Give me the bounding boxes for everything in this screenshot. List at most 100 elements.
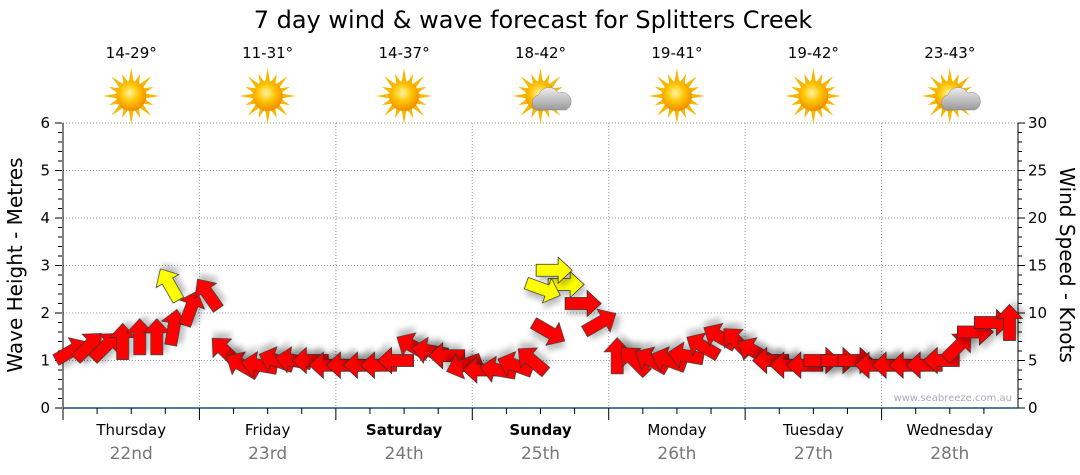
day-label: Friday — [245, 421, 291, 439]
sun-ray — [679, 107, 687, 119]
left-tick-label: 6 — [40, 114, 50, 132]
wind-arrow — [995, 303, 1024, 341]
sun-ray — [394, 107, 402, 119]
right-axis-label: Wind Speed - Knots — [1055, 167, 1079, 363]
sun-icon — [239, 68, 296, 124]
sun-ray — [412, 76, 424, 89]
sun-ray — [684, 103, 697, 116]
left-tick-label: 0 — [40, 399, 50, 417]
sun-ray — [804, 107, 811, 119]
sun-ray — [128, 109, 134, 124]
sun-disc — [116, 81, 147, 111]
sun-ray — [804, 73, 811, 85]
wind-arrow — [523, 276, 561, 304]
sun-ray — [957, 76, 970, 89]
left-tick-label: 5 — [40, 162, 50, 180]
sun-ray — [657, 76, 669, 89]
sun-ray — [654, 86, 666, 94]
sun-ray — [791, 86, 802, 94]
sun-ray — [785, 93, 800, 99]
sun-ray — [270, 73, 277, 85]
wind-arrow — [428, 341, 466, 370]
partly-cloudy-icon — [512, 68, 572, 124]
sun-ray — [684, 76, 697, 89]
sun-ray — [281, 93, 296, 99]
sun-ray — [111, 103, 124, 116]
wind-arrow — [564, 289, 602, 318]
wind-arrow — [529, 317, 566, 346]
wind-arrow — [194, 278, 224, 313]
sun-ray — [929, 76, 942, 89]
wind-arrow — [686, 332, 722, 361]
sun-ray — [816, 73, 823, 85]
sun-ray — [947, 109, 953, 124]
sun-icon — [785, 68, 842, 124]
sun-disc — [389, 81, 420, 111]
sun-ray — [667, 107, 674, 119]
sun-ray — [417, 93, 433, 99]
sun-icon — [376, 68, 433, 124]
temp-range: 19-42° — [788, 44, 839, 62]
sun-ray — [239, 93, 254, 99]
right-tick-label: 20 — [1028, 209, 1047, 227]
sun-ray — [548, 76, 561, 89]
sun-ray — [927, 98, 939, 106]
sun-ray — [825, 98, 836, 106]
day-label: Monday — [647, 421, 706, 439]
partly-cloudy-icon — [921, 68, 981, 124]
day-label: Thursday — [95, 421, 166, 439]
sun-ray — [688, 86, 700, 94]
wind-arrow — [517, 347, 551, 378]
sun-ray — [142, 98, 154, 106]
sun-ray — [381, 98, 393, 106]
sun-ray — [265, 68, 271, 83]
sun-ray — [810, 68, 816, 83]
sun-ray — [520, 103, 533, 116]
temp-range: 23-43° — [924, 44, 975, 62]
wind-arrow — [155, 268, 185, 304]
sun-ray — [258, 107, 265, 119]
sun-ray — [821, 76, 834, 89]
sun-ray — [674, 68, 680, 83]
right-tick-label: 0 — [1028, 399, 1038, 417]
sun-ray — [827, 93, 842, 99]
sun-ray — [821, 103, 834, 116]
sun-ray — [275, 76, 288, 89]
sun-ray — [793, 76, 806, 89]
left-tick-label: 1 — [40, 352, 50, 370]
cloud-shape — [531, 87, 572, 111]
sun-ray — [927, 86, 939, 94]
sun-ray — [265, 109, 271, 124]
wind-arrow — [291, 346, 329, 375]
right-tick-label: 10 — [1028, 304, 1047, 322]
wind-arrow — [603, 337, 632, 375]
left-tick-label: 4 — [40, 209, 50, 227]
sun-icon — [103, 68, 160, 124]
date-label: 24th — [385, 444, 424, 464]
wind-arrow — [178, 290, 206, 328]
sun-ray — [247, 76, 260, 89]
chart-title: 7 day wind & wave forecast for Splitters… — [254, 6, 813, 34]
sun-ray — [376, 93, 391, 99]
sun-ray — [128, 68, 134, 83]
temp-range: 14-37° — [379, 44, 430, 62]
sun-ray — [109, 86, 120, 94]
sun-ray — [929, 103, 942, 116]
sun-ray — [279, 86, 290, 94]
sun-ray — [657, 103, 669, 116]
watermark: www.seabreeze.com.au — [894, 393, 1012, 404]
right-tick-label: 15 — [1028, 257, 1047, 275]
sun-ray — [245, 98, 256, 106]
sun-ray — [537, 109, 544, 124]
sun-disc — [661, 81, 692, 111]
sun-ray — [415, 98, 427, 106]
sun-ray — [667, 73, 674, 85]
sun-ray — [275, 103, 288, 116]
sun-ray — [407, 107, 414, 119]
sun-ray — [654, 98, 666, 106]
sun-ray — [648, 93, 664, 99]
temp-range: 19-41° — [651, 44, 702, 62]
sun-ray — [142, 86, 154, 94]
sun-ray — [518, 98, 529, 106]
